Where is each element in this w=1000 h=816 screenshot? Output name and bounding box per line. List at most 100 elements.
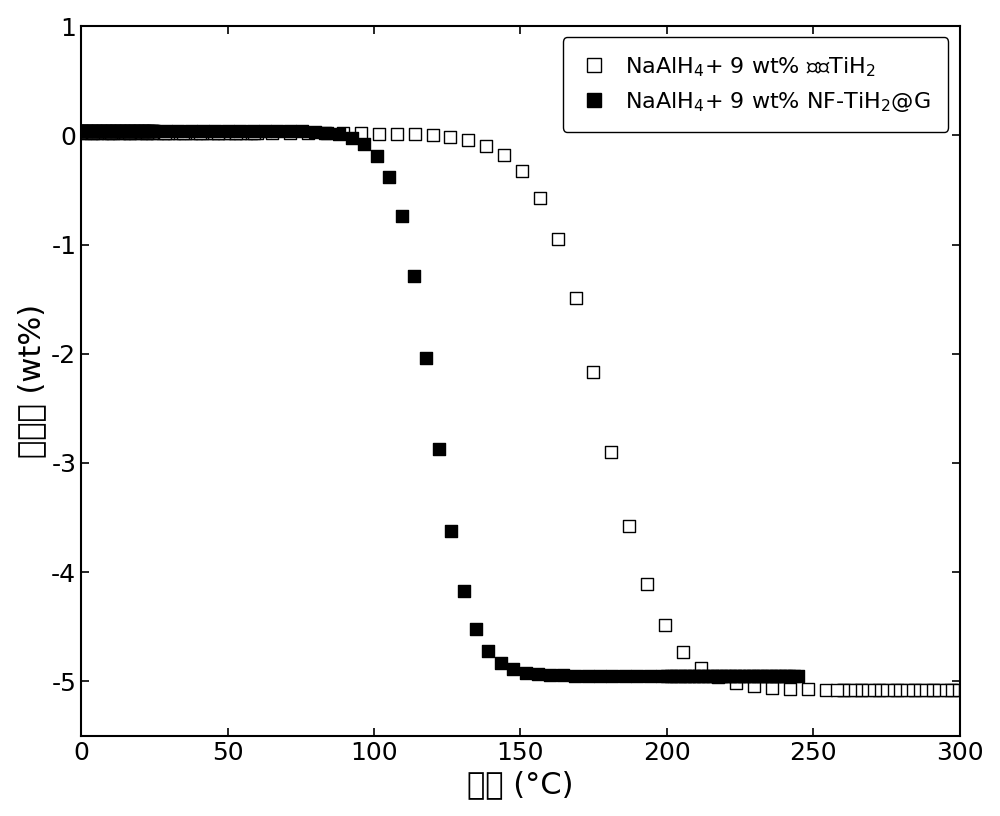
Point (431, 442, 447, 455)
Point (294, 125, 310, 138)
Point (113, 125, 129, 138)
Point (106, 125, 122, 138)
Point (961, 684, 977, 697)
Point (567, 669, 583, 682)
Point (842, 683, 858, 696)
Point (132, 125, 148, 138)
Point (728, 669, 744, 682)
Point (143, 125, 159, 138)
Point (155, 126, 171, 140)
Point (97, 125, 113, 138)
Point (580, 669, 596, 682)
Point (67, 126, 83, 140)
Point (659, 669, 675, 682)
Point (141, 125, 157, 138)
Point (990, 684, 1000, 697)
Point (629, 669, 645, 682)
Point (282, 125, 298, 138)
Point (727, 669, 743, 682)
Point (0, 126, 16, 140)
Point (118, 125, 134, 138)
Point (518, 666, 534, 679)
Point (668, 669, 684, 682)
Point (32, 126, 48, 140)
Point (227, 126, 243, 140)
Point (871, 684, 887, 697)
Point (102, 125, 118, 138)
Point (83, 125, 99, 138)
Point (136, 125, 152, 138)
Point (781, 669, 797, 682)
Point (919, 684, 935, 697)
Point (78, 125, 94, 138)
Point (704, 669, 720, 682)
Point (978, 684, 994, 697)
Point (133, 125, 149, 138)
Point (33, 126, 49, 140)
Point (0, 126, 12, 140)
Point (728, 676, 744, 690)
Point (319, 126, 335, 140)
Point (913, 684, 929, 697)
Point (691, 669, 707, 682)
Point (893, 684, 909, 697)
Point (243, 126, 259, 140)
Point (107, 125, 123, 138)
Point (120, 125, 136, 138)
Point (542, 668, 558, 681)
Point (71, 125, 87, 138)
Point (126, 125, 142, 138)
Point (17, 126, 33, 140)
Point (122, 125, 138, 138)
Point (146, 125, 162, 138)
Point (718, 669, 734, 682)
Point (59, 125, 75, 138)
Point (121, 126, 137, 140)
Point (778, 669, 794, 682)
Point (140, 125, 156, 138)
Point (94, 126, 110, 140)
Point (171, 126, 187, 140)
Point (741, 669, 757, 682)
Point (133, 126, 149, 140)
Point (123, 125, 139, 138)
Point (246, 126, 262, 140)
Point (639, 578, 655, 591)
Point (245, 125, 261, 138)
Point (0, 126, 5, 140)
Point (116, 126, 132, 140)
Legend: NaAlH$_4$+ 9 wt% 商业TiH$_2$, NaAlH$_4$+ 9 wt% NF-TiH$_2$@G: NaAlH$_4$+ 9 wt% 商业TiH$_2$, NaAlH$_4$+ 9… (563, 38, 948, 131)
Point (800, 683, 816, 696)
Point (249, 126, 265, 140)
Point (85, 126, 101, 140)
Point (157, 126, 173, 140)
Point (356, 137, 372, 150)
Point (194, 126, 210, 140)
Point (96, 125, 112, 138)
Point (621, 519, 637, 532)
Point (672, 669, 688, 682)
Point (675, 645, 691, 659)
Point (745, 669, 761, 682)
Point (112, 125, 128, 138)
Point (603, 446, 619, 459)
Point (677, 669, 693, 682)
Point (496, 149, 512, 162)
Point (700, 669, 716, 682)
Point (394, 209, 410, 222)
Y-axis label: 放氢量 (wt%): 放氢量 (wt%) (17, 304, 46, 458)
Point (550, 233, 566, 246)
Point (978, 684, 994, 697)
Point (997, 684, 1000, 697)
Point (493, 657, 509, 670)
Point (6, 126, 22, 140)
Point (381, 171, 397, 184)
Point (657, 619, 673, 632)
Point (177, 126, 193, 140)
Point (592, 669, 608, 682)
Point (158, 125, 174, 138)
Point (958, 684, 974, 697)
Point (617, 669, 633, 682)
Point (691, 669, 707, 682)
Point (713, 669, 729, 682)
